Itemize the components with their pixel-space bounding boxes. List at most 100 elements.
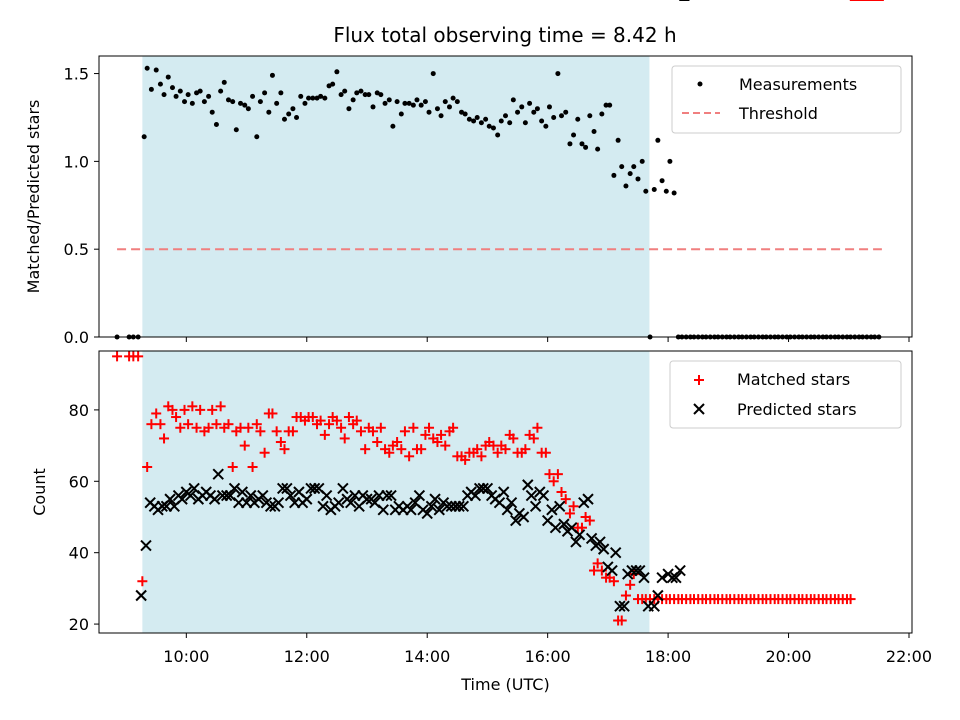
predicted-star-point: [272, 497, 285, 509]
x-tick-label: 18:00: [645, 647, 691, 666]
measurement-point: [607, 102, 613, 108]
measurement-point: [144, 65, 150, 71]
measurement-point: [466, 116, 472, 122]
matched-star-point: [351, 415, 362, 426]
measurement-point: [631, 164, 637, 170]
measurement-point: [245, 106, 251, 112]
predicted-star-point: [558, 518, 570, 530]
matched-star-point: [500, 444, 511, 455]
measurement-point: [250, 93, 256, 99]
predicted-star-point: [457, 500, 470, 512]
top-observing-window: [142, 56, 650, 337]
predicted-star-point: [522, 479, 534, 491]
predicted-star-point: [670, 571, 682, 584]
measurement-point: [141, 134, 147, 140]
x-tick-label: 16:00: [525, 647, 571, 666]
predicted-star-point: [594, 536, 606, 548]
matched-stars-series: [112, 0, 884, 626]
matched-star-point: [137, 576, 148, 587]
measurement-point: [507, 120, 513, 126]
y-tick-label: 60: [69, 472, 89, 491]
measurement-point: [225, 97, 231, 103]
matched-star-point: [227, 462, 238, 473]
bottom-y-axis: 20 40 60 80: [69, 401, 99, 634]
predicted-star-point: [597, 543, 610, 555]
measurement-point: [434, 106, 440, 112]
legend-predicted-label: Predicted stars: [737, 400, 857, 419]
measurement-point: [571, 132, 577, 138]
predicted-star-point: [433, 504, 445, 516]
predicted-star-point: [429, 493, 441, 505]
matched-star-point: [171, 412, 182, 423]
predicted-star-point: [553, 500, 566, 512]
measurement-point: [294, 114, 300, 120]
measurement-point: [286, 111, 292, 117]
predicted-star-point: [337, 482, 349, 495]
matched-star-point: [396, 444, 407, 455]
measurement-point: [519, 104, 525, 110]
matched-star-point: [167, 404, 178, 415]
measurement-point: [534, 106, 540, 112]
legend-measurements-marker: [697, 81, 703, 87]
matched-star-point: [247, 462, 258, 473]
measurement-point: [615, 137, 621, 143]
legend-cross: [693, 403, 705, 415]
measurement-point: [643, 188, 649, 194]
measurement-point: [567, 141, 573, 147]
predicted-star-point: [529, 500, 542, 512]
measurement-point: [667, 158, 673, 164]
measurement-point: [322, 95, 328, 101]
matched-star-point: [404, 451, 415, 462]
predicted-stars-series: [135, 0, 690, 612]
bottom-legend: Matched stars Predicted stars: [669, 360, 902, 429]
matched-star-point: [560, 494, 571, 505]
matched-star-point: [424, 422, 435, 433]
matched-star-point: [568, 501, 579, 512]
measurement-point: [671, 190, 677, 196]
matched-star-point: [239, 440, 250, 451]
legend-matched-label: Matched stars: [737, 370, 850, 389]
predicted-star-point: [421, 507, 433, 520]
y-tick-label: 20: [69, 615, 89, 634]
predicted-star-point: [652, 589, 664, 602]
measurement-point: [366, 92, 372, 98]
measurement-point: [503, 113, 508, 119]
matched-star-point: [399, 426, 410, 437]
measurement-point: [257, 99, 263, 105]
predicted-star-point: [281, 482, 293, 495]
measurement-point: [238, 100, 244, 106]
matched-star-point: [520, 444, 531, 455]
matched-star-point: [159, 433, 170, 444]
measurement-point: [575, 116, 581, 122]
bottom-axes-frame: [98, 350, 913, 634]
measurement-point: [454, 99, 460, 105]
matched-star-point: [532, 422, 543, 433]
measurement-point: [209, 109, 215, 115]
matched-star-point: [620, 590, 631, 601]
measurement-point: [230, 99, 236, 105]
matched-star-point: [436, 429, 447, 440]
measurement-point: [173, 93, 179, 99]
measurement-point: [354, 90, 360, 96]
matched-star-point: [243, 422, 254, 433]
measurement-point: [639, 158, 645, 164]
y-tick-label: 40: [69, 544, 89, 563]
measurement-point: [515, 109, 521, 115]
matched-star-point: [215, 401, 226, 412]
measurement-point: [486, 123, 492, 129]
matched-star-point: [203, 422, 214, 433]
predicted-star-point: [332, 497, 345, 509]
measurement-point: [218, 88, 224, 94]
measurement-point: [563, 109, 569, 115]
matched-star-point: [211, 419, 222, 430]
measurement-point: [281, 116, 287, 122]
predicted-star-point: [501, 504, 514, 516]
matched-star-point: [287, 426, 298, 437]
matched-star-point: [592, 558, 603, 569]
measurement-point: [422, 99, 428, 105]
measurement-point: [438, 113, 444, 119]
predicted-star-point: [582, 493, 594, 505]
measurement-point: [386, 97, 392, 103]
measurement-point: [342, 88, 348, 94]
matched-star-point: [255, 426, 266, 437]
